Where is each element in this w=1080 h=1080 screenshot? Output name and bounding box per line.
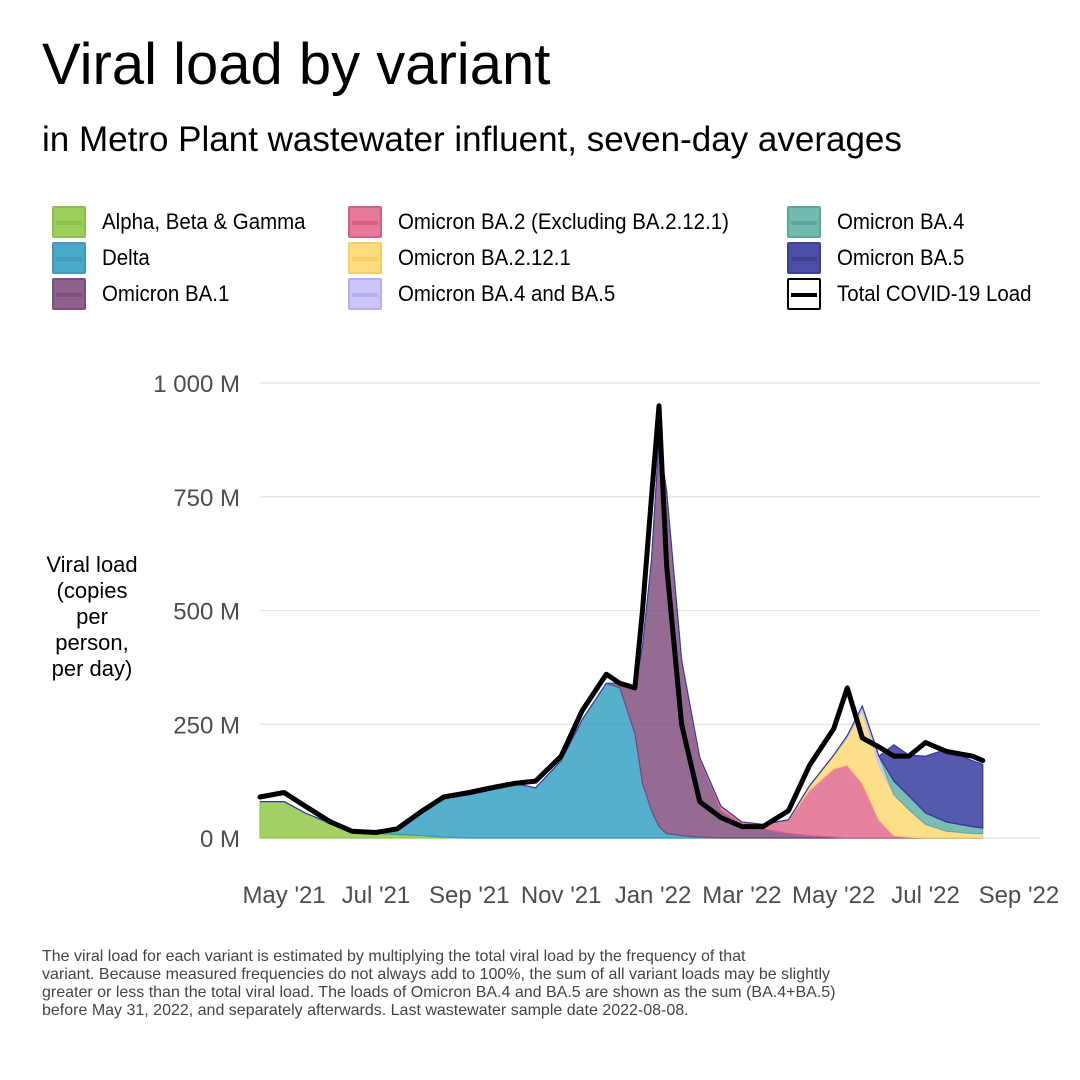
legend-label: Omicron BA.4 xyxy=(837,209,965,234)
legend-label: Total COVID-19 Load xyxy=(837,281,1032,306)
legend-label: Omicron BA.2 (Excluding BA.2.12.1) xyxy=(398,209,729,234)
legend-item-omicron-ba5: Omicron BA.5 xyxy=(787,241,974,275)
x-tick-label: Mar '22 xyxy=(702,882,781,909)
x-tick-label: May '21 xyxy=(242,882,325,909)
caption-line: before May 31, 2022, and separately afte… xyxy=(42,1002,689,1019)
x-tick-label: Jan '22 xyxy=(615,882,692,909)
legend-label: Alpha, Beta & Gamma xyxy=(102,209,306,234)
legend-item-total-load: Total COVID-19 Load xyxy=(787,277,1046,311)
omicron-ba4-ba5-swatch-icon xyxy=(348,278,382,310)
omicron-ba5-swatch-icon xyxy=(787,242,821,274)
legend-item-omicron-ba4: Omicron BA.4 xyxy=(787,205,974,239)
legend-item-omicron-ba1: Omicron BA.1 xyxy=(52,277,239,311)
legend-item-omicron-ba4-ba5: Omicron BA.4 and BA.5 xyxy=(348,277,632,311)
chart-subtitle: in Metro Plant wastewater influent, seve… xyxy=(42,120,902,159)
caption-line: variant. Because measured frequencies do… xyxy=(42,966,830,983)
y-axis-title-line: (copies xyxy=(56,578,128,603)
legend-label: Delta xyxy=(102,245,150,270)
x-tick-label: Jul '21 xyxy=(342,882,411,909)
omicron-ba4-swatch-icon xyxy=(787,206,821,238)
y-tick-label: 0 M xyxy=(200,826,240,853)
legend-label: Omicron BA.5 xyxy=(837,245,965,270)
y-axis-title-line: per xyxy=(76,604,108,629)
caption-line: The viral load for each variant is estim… xyxy=(42,948,746,965)
x-tick-label: Jul '22 xyxy=(891,882,960,909)
alpha-beta-gamma-swatch-icon xyxy=(52,206,86,238)
legend-item-alpha-beta-gamma: Alpha, Beta & Gamma xyxy=(52,205,321,239)
omicron-ba1-swatch-icon xyxy=(52,278,86,310)
chart-plot: 0 M 250 M 500 M 750 M 1 000 M May '21 Jul '21 S… xyxy=(153,371,1060,909)
legend: Alpha, Beta & Gamma Delta Omicron BA.1 O… xyxy=(52,205,1072,317)
x-tick-label: Nov '21 xyxy=(521,882,602,909)
legend-label: Omicron BA.4 and BA.5 xyxy=(398,281,616,306)
chart-title: Viral load by variant xyxy=(42,32,551,97)
y-tick-label: 1 000 M xyxy=(153,371,240,398)
caption-line: greater or less than the total viral loa… xyxy=(42,984,836,1001)
y-tick-label: 250 M xyxy=(173,712,240,739)
x-tick-label: May '22 xyxy=(792,882,875,909)
total-load-line-icon xyxy=(787,278,821,310)
legend-item-omicron-ba2121: Omicron BA.2.12.1 xyxy=(348,241,584,275)
legend-item-delta: Delta xyxy=(52,241,153,275)
delta-swatch-icon xyxy=(52,242,86,274)
y-axis-title-line: per day) xyxy=(51,656,133,681)
x-tick-label: Sep '21 xyxy=(429,882,510,909)
area-omicron-ba-5 xyxy=(260,439,984,832)
y-axis-title: Viral load (copies per person, per day) xyxy=(30,552,154,682)
omicron-ba2121-swatch-icon xyxy=(348,242,382,274)
y-tick-label: 750 M xyxy=(173,485,240,512)
legend-item-omicron-ba2: Omicron BA.2 (Excluding BA.2.12.1) xyxy=(348,205,754,239)
legend-label: Omicron BA.2.12.1 xyxy=(398,245,571,270)
y-axis-title-line: person, xyxy=(55,630,129,655)
total-load-line xyxy=(257,403,986,835)
legend-label: Omicron BA.1 xyxy=(102,281,230,306)
y-axis-title-line: Viral load xyxy=(46,552,138,577)
caption: The viral load for each variant is estim… xyxy=(42,948,1052,1020)
y-tick-label: 500 M xyxy=(173,599,240,626)
x-tick-label: Sep '22 xyxy=(979,882,1060,909)
omicron-ba2-swatch-icon xyxy=(348,206,382,238)
